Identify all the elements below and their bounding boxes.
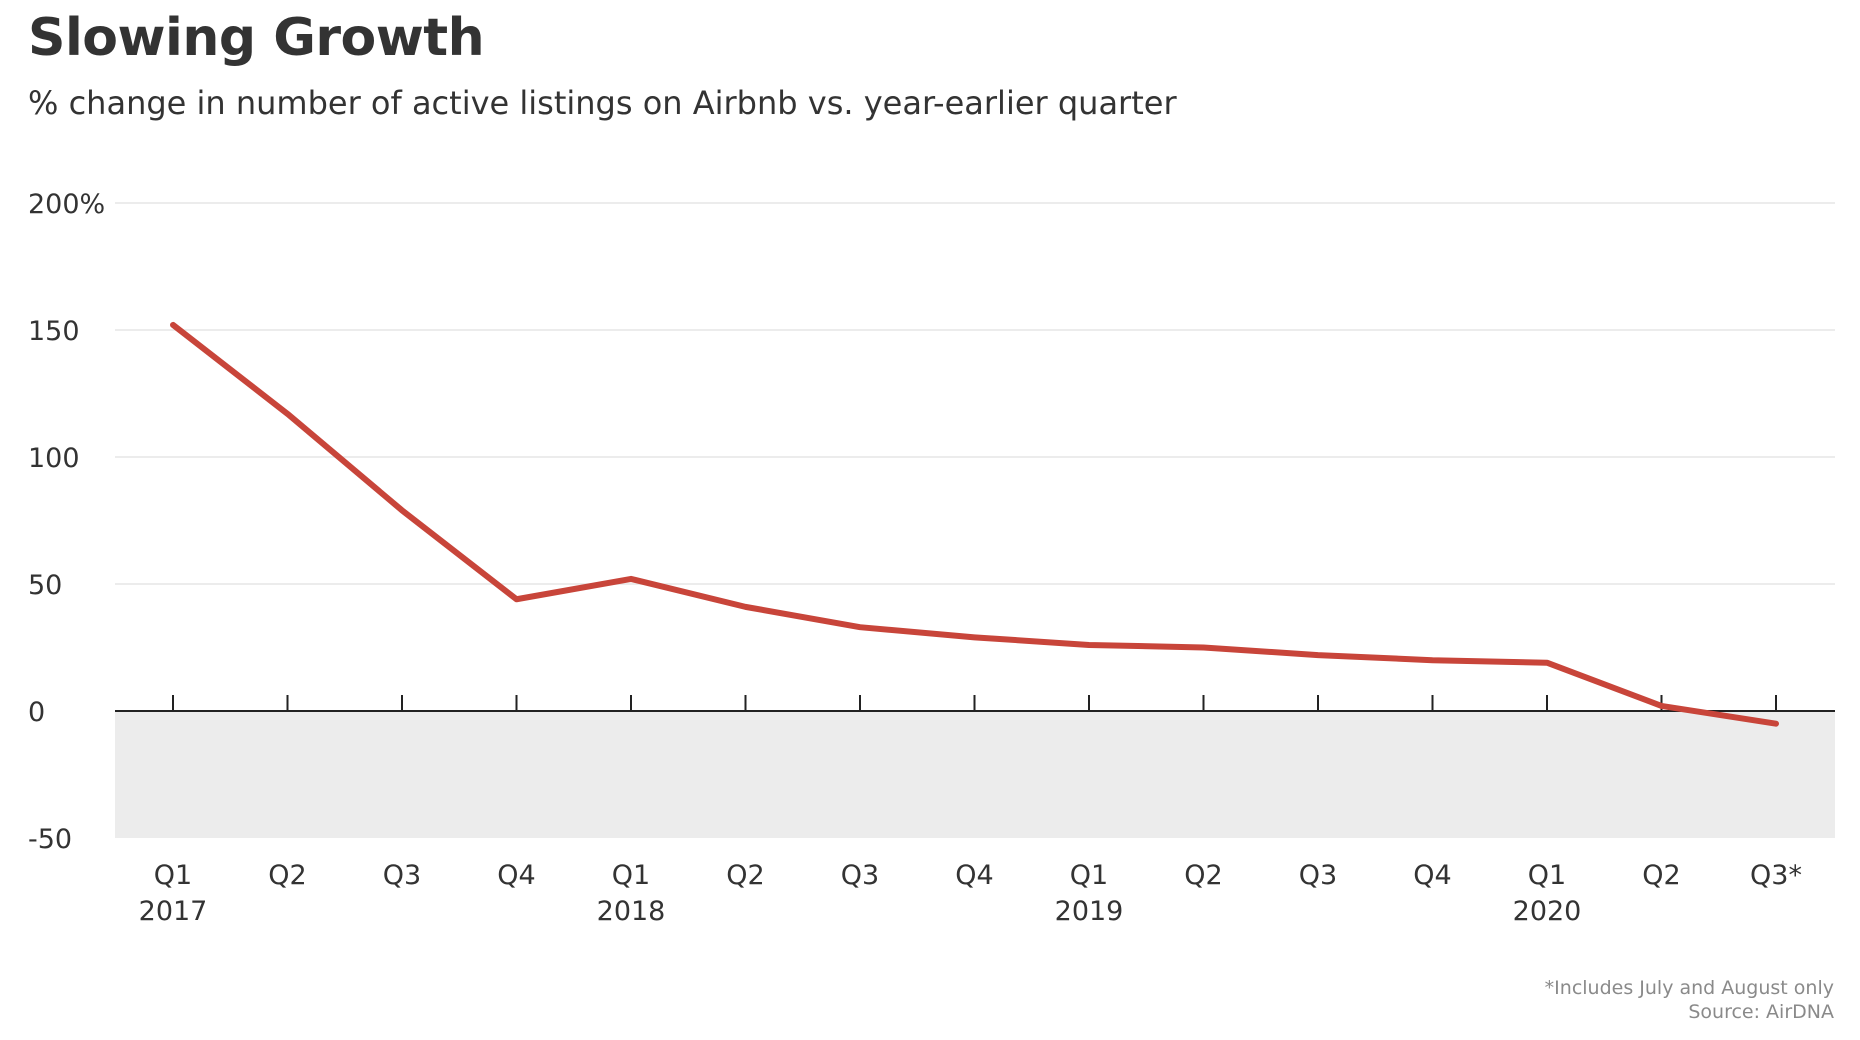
x-tick-label: Q2 (1642, 860, 1680, 891)
x-tick-label: Q3 (1299, 860, 1337, 891)
negative-region-shading (115, 711, 1835, 838)
footnote-text: *Includes July and August only (1544, 977, 1834, 999)
x-year-label: 2019 (1055, 896, 1124, 927)
x-tick-label: Q4 (955, 860, 993, 891)
series-layer (170, 321, 1779, 727)
gridlines (115, 202, 1835, 585)
x-tick-label: Q4 (1413, 860, 1451, 891)
x-tick-label: Q3 (383, 860, 421, 891)
series-line (170, 321, 1779, 727)
x-tick-label: Q1 (612, 860, 650, 891)
x-tick-label: Q3 (841, 860, 879, 891)
y-tick-label: -50 (28, 824, 72, 855)
x-tick-label: Q1 (154, 860, 192, 891)
x-axis-ticks (172, 695, 1777, 711)
source-text: Source: AirDNA (1688, 1001, 1834, 1023)
y-tick-label: 200% (28, 189, 105, 220)
footnotes: *Includes July and August only Source: A… (1545, 976, 1834, 1024)
chart-subtitle: % change in number of active listings on… (28, 84, 1177, 122)
y-tick-label: 150 (28, 316, 80, 347)
x-tick-label: Q2 (268, 860, 306, 891)
x-tick-label: Q1 (1528, 860, 1566, 891)
x-tick-label: Q3* (1750, 860, 1802, 891)
x-tick-label: Q4 (497, 860, 535, 891)
y-tick-label: 100 (28, 443, 80, 474)
x-year-label: 2018 (597, 896, 666, 927)
y-axis-labels: 200% 150 100 50 0 -50 (28, 189, 105, 855)
x-tick-label: Q2 (726, 860, 764, 891)
x-tick-label: Q2 (1184, 860, 1222, 891)
x-axis-labels: Q1 2017 Q2 Q3 Q4 Q1 2018 Q2 Q3 Q4 Q1 2019 Q2 Q3 Q4 Q1 20… (139, 860, 1802, 927)
y-tick-label: 50 (28, 570, 62, 601)
y-tick-label: 0 (28, 697, 45, 728)
x-year-label: 2017 (139, 896, 208, 927)
chart-title: Slowing Growth (28, 8, 485, 68)
x-year-label: 2020 (1513, 896, 1582, 927)
x-tick-label: Q1 (1070, 860, 1108, 891)
